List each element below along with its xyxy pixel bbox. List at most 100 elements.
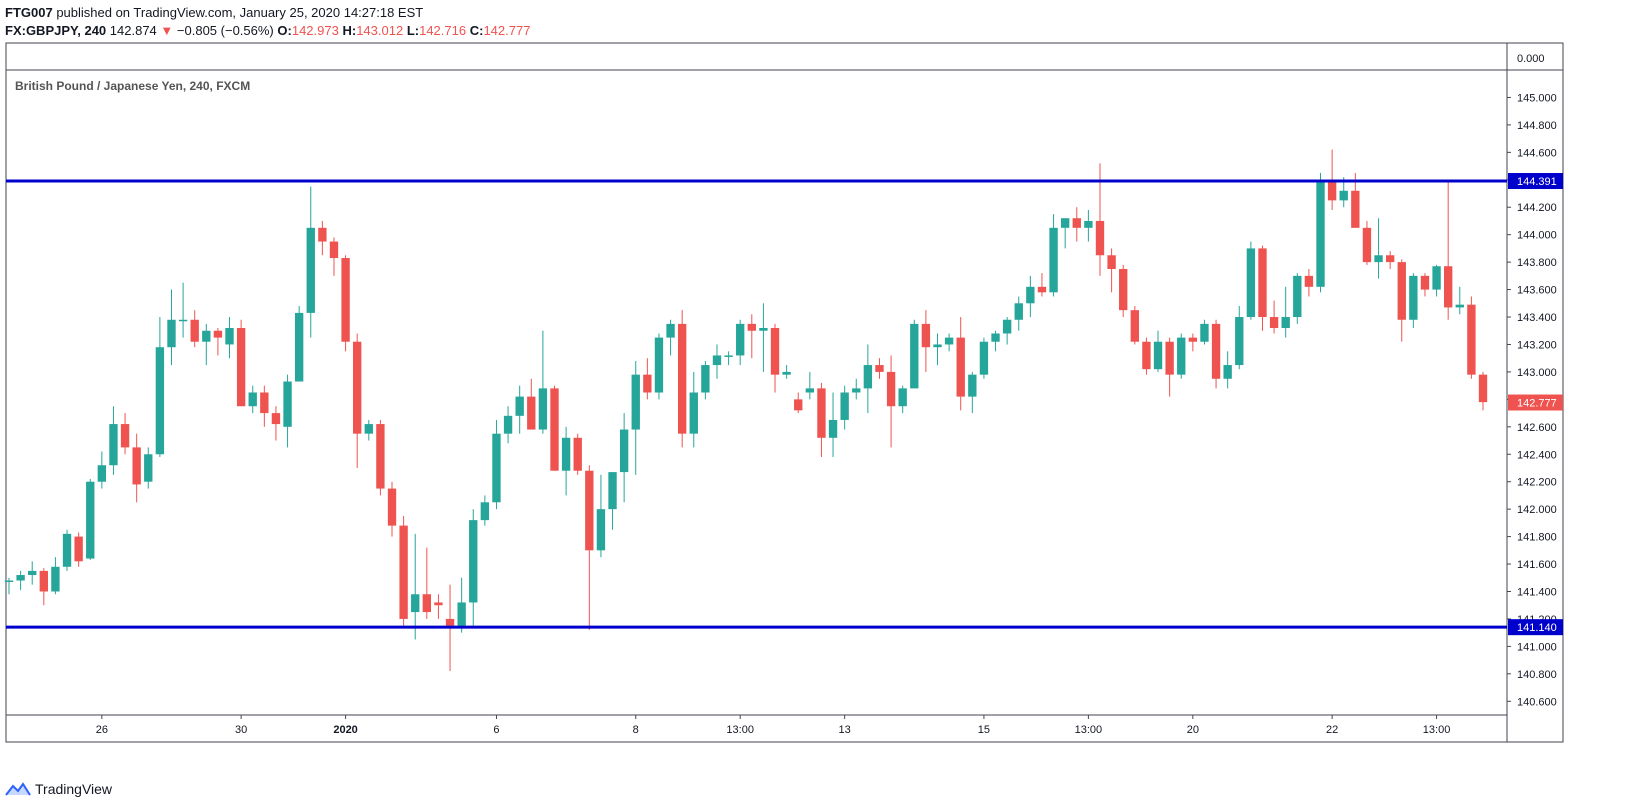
tradingview-footer[interactable]: TradingView — [5, 778, 112, 800]
candle — [1281, 286, 1290, 338]
footer-brand: TradingView — [35, 781, 113, 797]
candle-body — [736, 323, 745, 356]
candle-body — [538, 388, 548, 430]
candle-body — [527, 396, 536, 430]
candle — [724, 351, 733, 366]
candle-body — [979, 341, 989, 375]
price-tick-label: 141.000 — [1517, 641, 1557, 653]
candle-body — [469, 520, 478, 603]
candle-body — [260, 392, 269, 414]
candle — [840, 385, 849, 430]
candle — [1165, 337, 1174, 397]
candle-body — [1385, 255, 1395, 263]
level-price-tag — [1508, 173, 1563, 190]
candle-body — [585, 470, 594, 551]
candle-body — [1420, 275, 1430, 290]
candle — [236, 319, 246, 407]
candle-body — [933, 344, 942, 348]
candle-body — [561, 437, 571, 471]
candle — [561, 426, 571, 496]
candle — [248, 385, 257, 414]
candle — [979, 337, 989, 379]
time-tick-label: 13:00 — [1075, 724, 1103, 736]
candle — [689, 371, 698, 448]
candle-body — [608, 472, 617, 510]
candle — [875, 358, 884, 379]
candle-body — [4, 580, 14, 583]
candle — [886, 355, 896, 448]
candle-body — [875, 365, 884, 372]
candle — [387, 481, 397, 537]
candle-body — [329, 241, 339, 259]
candle — [411, 533, 420, 640]
price-tick-label: 144.200 — [1517, 202, 1557, 214]
candle — [503, 406, 513, 444]
candle-body — [1246, 248, 1256, 318]
price-tick-label: 143.800 — [1517, 257, 1557, 269]
top-pane-frame — [5, 42, 1564, 71]
published-text: published on TradingView.com, January 25… — [56, 5, 424, 20]
candle-body — [724, 355, 733, 357]
candle — [1235, 306, 1244, 370]
price-tick-label: 141.600 — [1517, 559, 1557, 571]
candle — [1142, 337, 1151, 375]
candle — [225, 317, 234, 359]
candle-body — [213, 330, 223, 338]
candle-body — [596, 509, 606, 551]
candle-body — [190, 319, 199, 342]
candle-body — [74, 536, 83, 562]
candle — [852, 378, 861, 400]
symbol-label: FX:GBPJPY, 240 — [5, 23, 107, 38]
price-tick-label: 144.000 — [1517, 230, 1557, 242]
candle — [631, 360, 640, 475]
candle-body — [921, 323, 931, 348]
candle-body — [677, 323, 687, 434]
price-tick-label: 142.400 — [1517, 449, 1557, 461]
candle — [1177, 333, 1186, 379]
time-tick-label: 13 — [839, 724, 851, 736]
candle — [39, 568, 48, 606]
candle — [28, 561, 37, 585]
candle-body — [643, 374, 652, 393]
candle — [1304, 268, 1314, 297]
time-axis[interactable]: 26 30 2020 6 8 13:00 13 15 13:00 20 22 13:00 — [96, 715, 1451, 736]
price-tick-label: 143.400 — [1517, 312, 1557, 324]
candle — [213, 328, 223, 356]
price-tick-label: 143.200 — [1517, 339, 1557, 351]
candle-body — [28, 570, 37, 576]
candle — [1188, 333, 1198, 352]
time-tick-label: 20 — [1187, 724, 1199, 736]
candle-body — [1351, 190, 1360, 228]
candle — [260, 385, 269, 427]
horizontal-levels[interactable]: 144.391 141.140 — [6, 173, 1563, 636]
candle — [1397, 259, 1406, 342]
candle-body — [492, 433, 501, 503]
candle — [4, 577, 14, 595]
candle — [492, 419, 501, 510]
candle-body — [1200, 323, 1209, 342]
candle-body — [550, 388, 559, 471]
candle-body — [225, 328, 234, 345]
candle — [747, 314, 756, 359]
candle — [828, 392, 838, 457]
candle-body — [1165, 341, 1174, 375]
candle-body — [1269, 317, 1279, 328]
candle-body — [178, 319, 188, 322]
candle-body — [167, 319, 176, 348]
candle-body — [376, 424, 385, 489]
candle-body — [1409, 275, 1418, 320]
candle-body — [1130, 310, 1139, 342]
candle — [399, 516, 408, 626]
candle — [434, 594, 443, 619]
candle-body — [1049, 227, 1058, 293]
candle-body — [1153, 341, 1163, 370]
price-axis[interactable]: 140.600140.800141.000141.200141.400141.6… — [1507, 92, 1557, 708]
candle — [817, 382, 826, 457]
author-name[interactable]: FTG007 — [5, 5, 53, 20]
candle-body — [1107, 255, 1116, 269]
candle-body — [1281, 317, 1290, 328]
candle-body — [573, 437, 582, 471]
candle — [956, 317, 965, 411]
candle — [1478, 371, 1488, 411]
